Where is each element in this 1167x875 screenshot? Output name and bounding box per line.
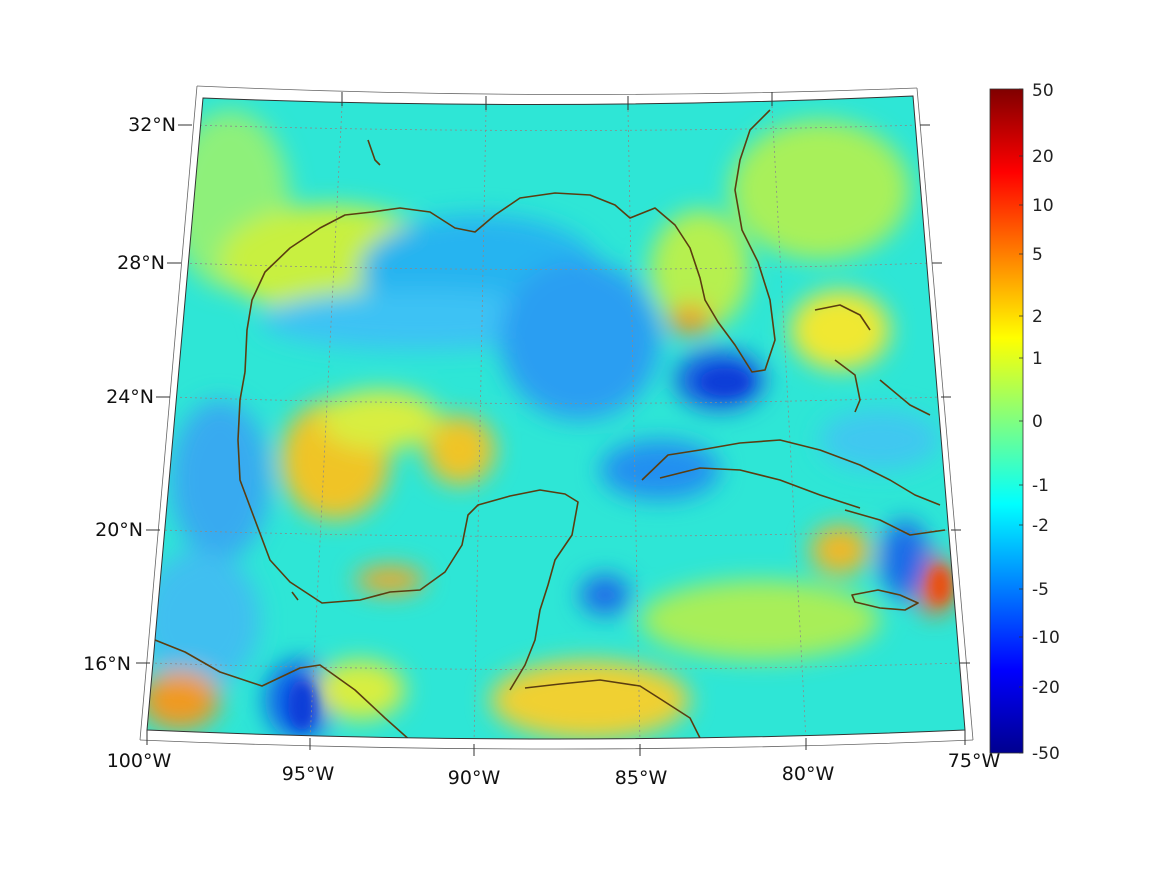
- colorbar: 50 20 10 5 2 1 0 -1 -2 -5 -10 -20 -50: [989, 81, 1060, 764]
- lon-label: 80°W: [782, 763, 835, 785]
- colorbar-tick-label: -5: [1032, 580, 1049, 600]
- lon-label: 100°W: [107, 750, 172, 772]
- map-grid: [149, 105, 961, 739]
- lon-label: 85°W: [615, 767, 668, 789]
- colorbar-tick-label: 20: [1032, 147, 1054, 167]
- colorbar-tick-label: -2: [1032, 516, 1049, 536]
- colorbar-tick-label: -20: [1032, 678, 1060, 698]
- map-frame: [136, 85, 974, 756]
- colorbar-tick-label: -1: [1032, 476, 1049, 496]
- colorbar-tick-label: -10: [1032, 628, 1060, 648]
- colorbar-tick-label: 10: [1032, 196, 1054, 216]
- lon-labels: 100°W 95°W 90°W 85°W 80°W 75°W: [107, 750, 1001, 789]
- lon-label: 95°W: [282, 763, 335, 785]
- coastline: [154, 109, 946, 739]
- lon-label: 90°W: [448, 767, 501, 789]
- colorbar-tick-label: 50: [1032, 81, 1054, 101]
- lat-label: 24°N: [106, 386, 154, 408]
- map-field: [147, 96, 965, 739]
- lat-label: 28°N: [117, 252, 165, 274]
- colorbar-tick-label: 2: [1032, 307, 1043, 327]
- lat-label: 32°N: [128, 114, 176, 136]
- lat-label: 20°N: [95, 519, 143, 541]
- colorbar-tick-label: -50: [1032, 744, 1060, 764]
- colorbar-tick-label: 5: [1032, 245, 1043, 265]
- colorbar-tick-label: 1: [1032, 349, 1043, 369]
- lat-label: 16°N: [83, 653, 131, 675]
- lon-label: 75°W: [948, 750, 1001, 772]
- colorbar-tick-label: 0: [1032, 412, 1043, 432]
- colorbar-gradient: [990, 89, 1023, 753]
- lat-labels: 32°N 28°N 24°N 20°N 16°N: [83, 114, 176, 675]
